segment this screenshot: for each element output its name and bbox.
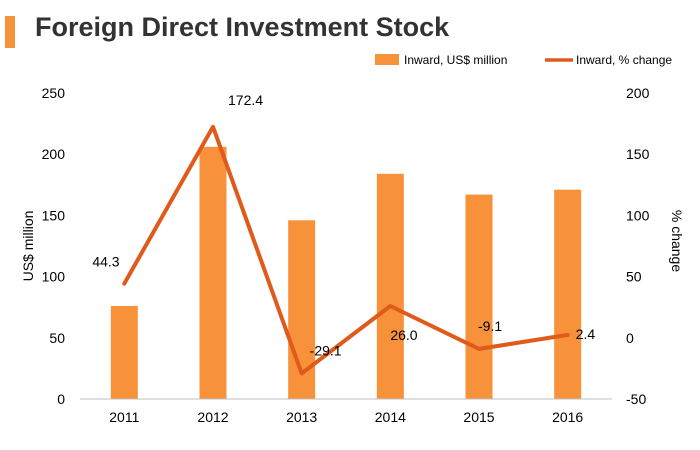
y-axis-ticks: 0 50 100 150 200 250: [42, 85, 66, 407]
chart-title: Foreign Direct Investment Stock: [35, 12, 450, 42]
y2-tick-label: -50: [626, 391, 646, 407]
y2-tick-label: 100: [626, 207, 650, 223]
legend: Inward, US$ million Inward, % change: [375, 53, 672, 67]
x-tick-label: 2012: [197, 409, 228, 425]
y2-tick-label: 200: [626, 85, 650, 101]
y-tick-label: 50: [49, 330, 65, 346]
bar-2011: [110, 305, 138, 399]
line-data-label: 44.3: [92, 254, 119, 270]
bar-2016: [554, 189, 582, 399]
x-tick-label: 2016: [552, 409, 583, 425]
legend-swatch-bar: [375, 54, 399, 65]
line-data-label: 2.4: [576, 326, 596, 342]
line-data-label: 26.0: [390, 327, 417, 343]
x-tick-label: 2014: [375, 409, 406, 425]
y-tick-label: 0: [57, 391, 65, 407]
x-tick-label: 2011: [109, 409, 139, 425]
y-tick-label: 200: [42, 146, 66, 162]
y2-tick-label: 0: [626, 330, 634, 346]
legend-label-line: Inward, % change: [576, 53, 672, 67]
title-accent-bar: [5, 16, 15, 48]
legend-label-bar: Inward, US$ million: [404, 53, 507, 67]
x-axis-ticks: 2011 2012 2013 2014 2015 2016: [109, 409, 583, 425]
line-data-label: 172.4: [228, 92, 263, 108]
bar-series: [110, 146, 582, 399]
y-tick-label: 250: [42, 85, 66, 101]
line-data-label: -9.1: [478, 318, 502, 334]
line-data-labels: 44.3 172.4 -29.1 26.0 -9.1 2.4: [92, 92, 595, 359]
x-tick-label: 2015: [463, 409, 494, 425]
line-series: [122, 124, 570, 376]
y-axis-label: US$ million: [20, 211, 36, 282]
y2-axis-label: % change: [669, 210, 685, 272]
y-tick-label: 100: [42, 269, 66, 285]
bar-2012: [199, 146, 227, 399]
y2-axis-ticks: -50 0 50 100 150 200: [626, 85, 650, 407]
x-tick-label: 2013: [286, 409, 317, 425]
bar-2014: [376, 173, 404, 399]
line-data-label: -29.1: [310, 342, 342, 358]
y2-tick-label: 50: [626, 269, 642, 285]
y-tick-label: 150: [42, 207, 66, 223]
y2-tick-label: 150: [626, 146, 650, 162]
bar-2015: [465, 194, 493, 399]
